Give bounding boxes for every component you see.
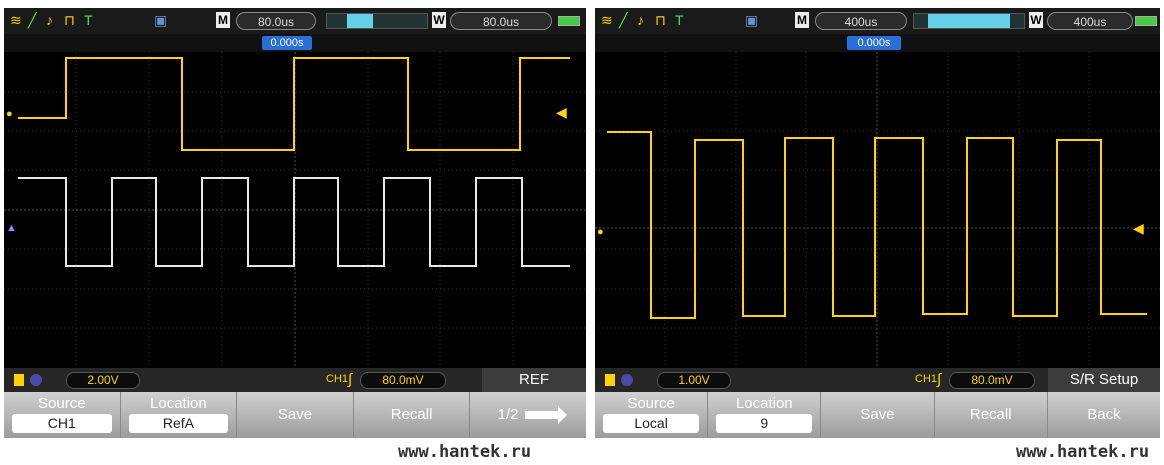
trigger-t-icon: T (675, 12, 684, 28)
timebase-w-value: 80.0us (450, 12, 552, 30)
source-softkey[interactable]: Source CH1 (4, 392, 121, 438)
waveform-icon: ≋ (10, 12, 22, 28)
pulse-icon: ♪ (46, 12, 53, 28)
waveform-icon: ≋ (601, 12, 613, 28)
channel-status-bar: 2.00V CH1 ∫ 80.0mV REF (4, 368, 586, 392)
source-value: CH1 (12, 414, 112, 433)
location-value: 9 (716, 414, 813, 433)
source-label: Source (627, 395, 675, 412)
memory-position-track (913, 13, 1025, 29)
ch1-volts-per-div: 2.00V (66, 372, 140, 389)
m-label: M (216, 12, 230, 28)
slope-icon: ╱ (619, 12, 628, 28)
top-status-bar: ≋ ╱ ♪ ⊓ T ▣ M 80.0us W 80.0us (4, 8, 586, 34)
page-label: 1/2 (497, 406, 519, 423)
trigger-level-value: 80.0mV (949, 372, 1035, 389)
waveform-grid (595, 52, 1160, 368)
save-disk-icon: ▣ (154, 12, 168, 28)
recall-softkey[interactable]: Recall (353, 392, 471, 438)
battery-icon (558, 16, 580, 26)
watermark-right: www.hantek.ru (1016, 442, 1150, 462)
w-label: W (1029, 12, 1043, 28)
waveform-display (4, 52, 586, 368)
top-status-bar: ≋ ╱ ♪ ⊓ T ▣ M 400us W 400us (595, 8, 1160, 34)
location-value: RefA (128, 414, 229, 433)
location-label: Location (735, 395, 793, 412)
arrow-right-icon (524, 406, 567, 425)
ref-level-marker: ▲ (6, 222, 17, 234)
ch1-waveform (18, 57, 570, 151)
source-label: Source (38, 395, 86, 412)
memory-window-marker (928, 14, 1010, 28)
timebase-w-value: 400us (1047, 12, 1133, 30)
ch1-volts-per-div: 1.00V (657, 372, 731, 389)
ch2-indicator-icon (30, 374, 42, 386)
ch1-coupling-icon (14, 374, 24, 386)
channel-status-bar: 1.00V CH1 ∫ 80.0mV S/R Setup (595, 368, 1160, 392)
ch2-indicator-icon (621, 374, 633, 386)
location-softkey[interactable]: Location RefA (120, 392, 238, 438)
softkey-menu: Source CH1 Location RefA Save Recall 1/2 (4, 392, 586, 438)
trigger-position-badge: 0.000s (262, 36, 312, 50)
waveform-grid (4, 52, 586, 368)
back-label: Back (1087, 406, 1121, 423)
w-label: W (432, 12, 446, 28)
ref-waveform (18, 177, 570, 267)
recall-softkey[interactable]: Recall (934, 392, 1048, 438)
save-softkey[interactable]: Save (237, 392, 354, 438)
battery-icon (1135, 16, 1157, 26)
recall-label: Recall (969, 406, 1012, 423)
timebase-m-value: 400us (815, 12, 907, 30)
save-softkey[interactable]: Save (821, 392, 935, 438)
trigger-level-value: 80.0mV (360, 372, 446, 389)
m-label: M (795, 12, 809, 28)
location-label: Location (150, 395, 207, 412)
back-softkey[interactable]: Back (1047, 392, 1161, 438)
timebase-m-value: 80.0us (236, 12, 316, 30)
menu-title: REF (482, 368, 586, 392)
trigger-t-icon: T (84, 12, 93, 28)
trigger-source: CH1 (326, 373, 349, 385)
save-label: Save (860, 406, 895, 423)
trigger-level-marker: ◀ (1133, 220, 1144, 236)
next-page-softkey[interactable]: 1/2 (470, 392, 586, 438)
waveform-display (595, 52, 1160, 368)
source-softkey[interactable]: Source Local (595, 392, 709, 438)
memory-position-track (326, 13, 428, 29)
rising-edge-icon: ∫ (348, 371, 353, 388)
location-softkey[interactable]: Location 9 (708, 392, 822, 438)
source-value: Local (603, 414, 700, 433)
ch1-level-marker: ● (597, 226, 604, 238)
memory-window-marker (347, 14, 373, 28)
oscilloscope-screen-right: ≋ ╱ ♪ ⊓ T ▣ M 400us W 400us 0.000s (595, 8, 1161, 438)
trigger-level-marker: ◀ (556, 104, 567, 120)
ch1-waveform (607, 131, 1147, 319)
trigger-position-badge: 0.000s (847, 36, 901, 50)
softkey-menu: Source Local Location 9 Save Recall Back (595, 392, 1161, 438)
ch1-level-marker: ● (6, 108, 13, 120)
square-pulse-icon: ⊓ (64, 12, 75, 28)
square-pulse-icon: ⊓ (655, 12, 666, 28)
save-label: Save (277, 406, 313, 423)
trigger-source: CH1 (915, 373, 938, 385)
slope-icon: ╱ (28, 12, 37, 28)
recall-label: Recall (390, 406, 433, 423)
pulse-icon: ♪ (637, 12, 644, 28)
save-disk-icon: ▣ (745, 12, 759, 28)
watermark-left: www.hantek.ru (398, 442, 532, 462)
rising-edge-icon: ∫ (937, 371, 942, 388)
oscilloscope-screen-left: ≋ ╱ ♪ ⊓ T ▣ M 80.0us W 80.0us 0.000s (4, 8, 586, 438)
ch1-coupling-icon (605, 374, 615, 386)
menu-title: S/R Setup (1048, 368, 1160, 392)
